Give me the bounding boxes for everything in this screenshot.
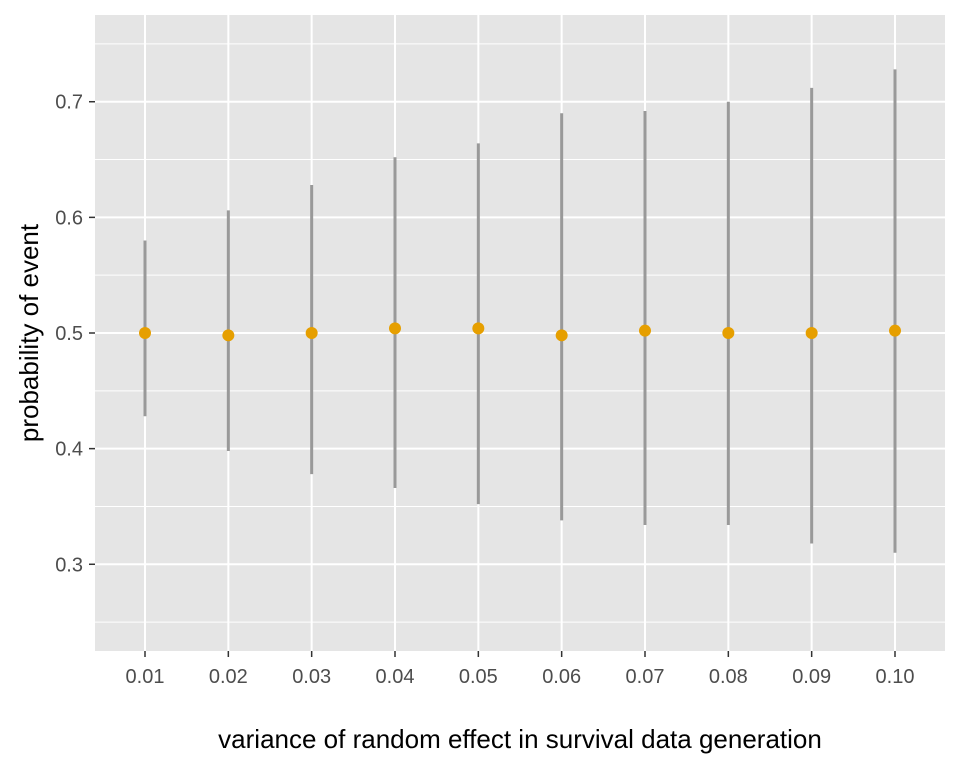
x-axis: 0.01 0.02 0.03 0.04 0.05 0.06 0.07 0.08 0.09 0.10 [126,651,915,688]
x-tick-label: 0.08 [709,666,748,688]
data-point [389,322,401,335]
data-point [472,322,485,335]
data-point [305,327,318,339]
x-tick-label: 0.05 [459,666,498,688]
y-tick-label: 0.7 [55,92,83,114]
y-tick-label: 0.3 [55,554,83,576]
x-axis-title: variance of random effect in survival da… [218,724,822,754]
data-point [555,329,568,342]
y-axis: 0.3 0.4 0.5 0.6 0.7 [55,92,95,576]
x-tick-label: 0.06 [542,666,581,688]
data-point [639,324,651,337]
data-point [722,327,735,339]
x-tick-label: 0.03 [292,666,331,688]
x-tick-label: 0.09 [792,666,831,688]
x-tick-label: 0.04 [376,666,415,688]
x-tick-label: 0.10 [876,666,915,688]
data-point [222,329,235,342]
y-tick-label: 0.6 [55,207,83,229]
x-tick-label: 0.02 [209,666,248,688]
data-point [889,324,901,337]
data-points [139,322,901,342]
data-point [139,327,151,339]
x-tick-label: 0.01 [126,666,165,688]
x-tick-label: 0.07 [626,666,665,688]
y-tick-label: 0.4 [55,439,83,461]
y-tick-label: 0.5 [55,323,83,345]
y-axis-title: probability of event [14,223,44,442]
data-point [805,327,818,339]
